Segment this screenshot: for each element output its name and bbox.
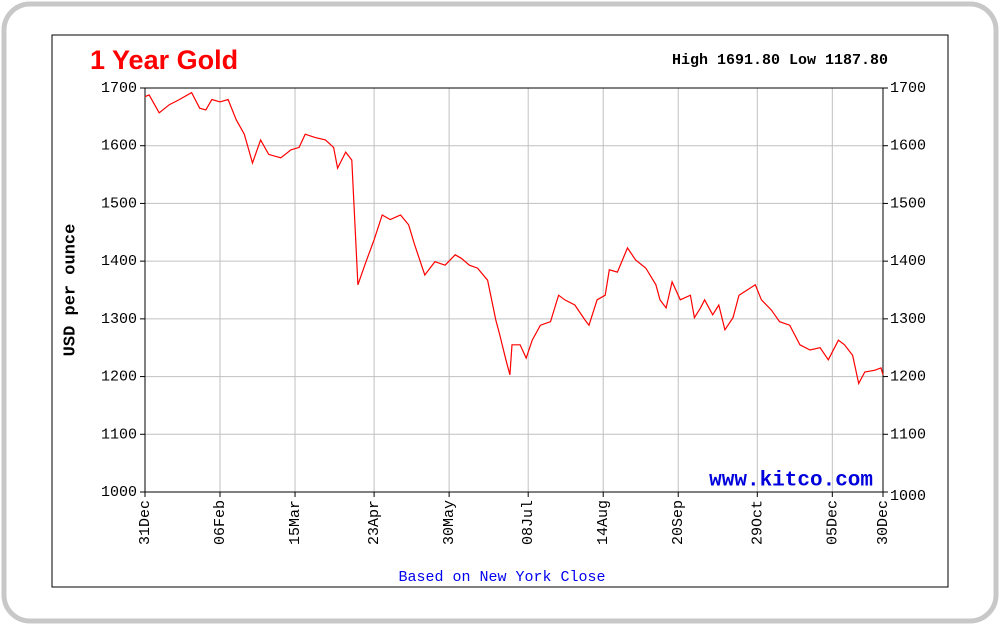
x-tick-label: 30May <box>441 500 458 545</box>
x-tick-label: 06Feb <box>212 500 229 545</box>
x-tick-label: 23Apr <box>366 500 383 545</box>
y-tick-label: 1100 <box>101 426 137 443</box>
x-tick-label: 14Aug <box>595 500 612 545</box>
price-line <box>144 91 884 386</box>
chart-frame <box>51 34 949 588</box>
x-tick-label: 30Dec <box>875 500 892 545</box>
x-tick-label: 15Mar <box>287 500 304 545</box>
plot-border <box>144 87 884 493</box>
y-tick-label: 1000 <box>101 484 137 501</box>
y2-tick-label: 1300 <box>890 311 926 328</box>
y2-tick-label: 1200 <box>890 369 926 386</box>
watermark: www.kitco.com <box>709 470 873 493</box>
chart-title: 1 Year Gold <box>90 45 238 75</box>
y-tick-label: 1300 <box>101 311 137 328</box>
y-tick-label: 1700 <box>101 80 137 97</box>
x-tick-label: 31Dec <box>137 500 154 545</box>
y-tick-label: 1400 <box>101 253 137 270</box>
y2-tick-label: 1000 <box>890 488 926 505</box>
y2-tick-label: 1600 <box>890 138 926 155</box>
y-axis-label: USD per ounce <box>61 224 80 357</box>
y-tick-label: 1500 <box>101 195 137 212</box>
x-tick-label: 05Dec <box>824 500 841 545</box>
y2-tick-label: 1400 <box>890 253 926 270</box>
y-tick-label: 1600 <box>101 138 137 155</box>
x-tick-label: 08Jul <box>520 500 537 545</box>
x-tick-label: 20Sep <box>670 500 687 545</box>
x-tick-label: 29Oct <box>749 500 766 545</box>
y2-tick-label: 1100 <box>890 426 926 443</box>
x-axis-label: Based on New York Close <box>398 569 605 586</box>
y2-tick-label: 1500 <box>890 195 926 212</box>
high-low: High 1691.80 Low 1187.80 <box>672 52 888 69</box>
y-tick-label: 1200 <box>101 369 137 386</box>
y2-tick-label: 1700 <box>890 80 926 97</box>
